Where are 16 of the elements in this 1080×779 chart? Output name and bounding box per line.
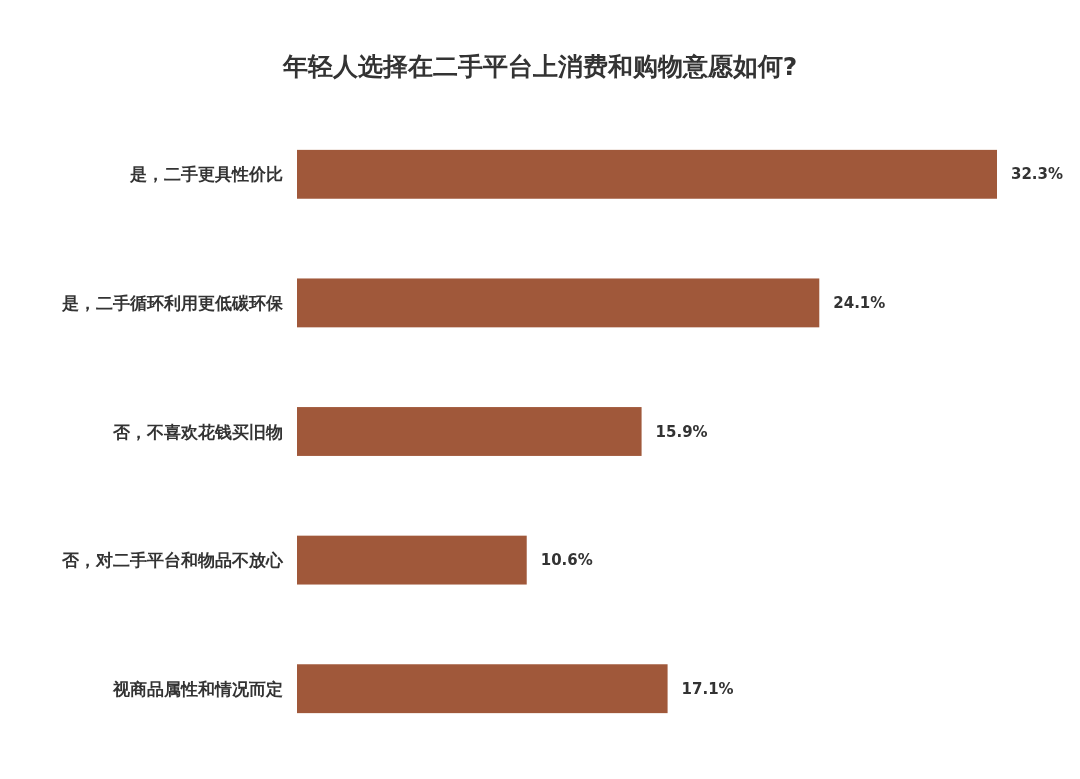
bar	[297, 149, 997, 199]
bar	[297, 535, 527, 585]
data-label: 17.1%	[681, 679, 734, 698]
y-tick-label: 视商品属性和情况而定	[112, 678, 283, 699]
bar	[297, 278, 820, 328]
data-label: 32.3%	[1011, 165, 1064, 184]
y-tick-label: 否，不喜欢花钱买旧物	[112, 421, 283, 442]
y-tick-label: 是，二手循环利用更低碳环保	[61, 292, 284, 313]
bar	[297, 407, 642, 456]
y-tick-label: 否，对二手平台和物品不放心	[61, 550, 284, 571]
bar	[297, 664, 668, 714]
data-label: 15.9%	[655, 422, 708, 441]
data-label: 24.1%	[833, 293, 886, 312]
y-tick-label: 是，二手更具性价比	[129, 164, 283, 185]
data-label: 10.6%	[540, 551, 593, 570]
chart-title: 年轻人选择在二手平台上消费和购物意愿如何?	[281, 52, 798, 81]
